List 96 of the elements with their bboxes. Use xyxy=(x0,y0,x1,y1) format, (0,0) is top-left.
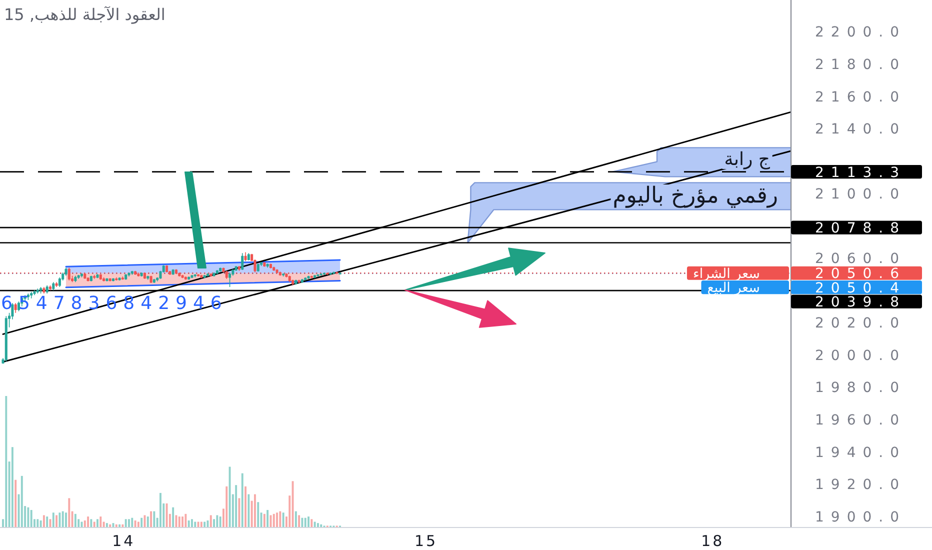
candlestick xyxy=(174,268,178,274)
line-label: سعر البيع xyxy=(701,280,789,296)
candlestick xyxy=(48,285,52,291)
candlestick xyxy=(310,275,313,279)
candlestick xyxy=(285,272,288,278)
candlestick xyxy=(206,272,209,277)
candlestick xyxy=(172,268,174,276)
candlestick xyxy=(96,274,99,279)
candlestick xyxy=(93,274,96,280)
x-tick-label: 18 xyxy=(701,532,724,550)
y-tick-label: 1980.0 xyxy=(815,380,906,396)
candlestick xyxy=(212,272,216,277)
y-tick-label: 2020.0 xyxy=(815,316,906,332)
candlestick xyxy=(219,267,222,272)
candlestick xyxy=(316,274,320,277)
y-tick-label: 2100.0 xyxy=(815,186,906,202)
candlestick xyxy=(64,267,68,276)
candlestick xyxy=(36,288,39,294)
candlestick xyxy=(298,279,300,284)
candlestick xyxy=(288,275,291,283)
candlestick xyxy=(241,252,244,270)
candlestick xyxy=(115,276,118,281)
candlestick xyxy=(42,286,46,294)
candlestick xyxy=(40,286,42,294)
y-tick-label: 2140.0 xyxy=(815,122,906,138)
price-tag: 2078.8 xyxy=(791,220,922,237)
y-tick-label: 1940.0 xyxy=(815,444,906,461)
candlestick xyxy=(106,278,108,282)
candlestick xyxy=(244,252,247,262)
candlestick xyxy=(128,272,130,277)
candlestick xyxy=(322,272,326,276)
candlestick xyxy=(166,264,168,273)
y-tick-label: 2000.0 xyxy=(815,348,906,364)
y-tick-label: 1960.0 xyxy=(815,412,906,429)
candlestick xyxy=(228,272,232,288)
ref-line-label: 2050.6 xyxy=(815,266,906,282)
candlestick xyxy=(150,275,152,284)
annotation: سعر البيع xyxy=(707,280,760,296)
candlestick xyxy=(269,263,272,269)
candlestick xyxy=(307,275,310,280)
y-tick-label: 2180.0 xyxy=(815,56,906,73)
x-tick-label: 14 xyxy=(112,532,136,550)
candlestick xyxy=(108,278,112,282)
callout-text: رقمي مؤرخ باليوم xyxy=(610,184,780,208)
candlestick xyxy=(294,279,298,285)
candlestick xyxy=(80,272,83,278)
y-tick-label: 1900.0 xyxy=(815,509,906,526)
price-tag: 2050.4 xyxy=(791,280,922,296)
y-tick-label: 2060.0 xyxy=(815,250,906,267)
y-tick-label: 1920.0 xyxy=(815,477,906,494)
candlestick xyxy=(146,275,150,280)
candlestick xyxy=(86,276,90,282)
ref-line-label: 2050.4 xyxy=(815,280,906,296)
candlestick xyxy=(329,272,332,276)
candlestick xyxy=(184,276,187,280)
candlestick xyxy=(112,278,114,282)
candlestick xyxy=(130,270,134,276)
candlestick xyxy=(234,266,238,272)
candlestick xyxy=(263,262,266,268)
candlestick xyxy=(74,275,77,283)
ref-line-label: 2113.3 xyxy=(815,164,906,181)
callout-text: ج رابة xyxy=(722,149,772,170)
candlestick xyxy=(58,276,61,288)
candlestick xyxy=(55,282,58,288)
candlestick xyxy=(292,279,294,286)
ref-line-label: 2039.8 xyxy=(815,294,906,311)
candlestick xyxy=(282,272,285,277)
x-tick-label: 15 xyxy=(414,532,438,550)
candlestick xyxy=(304,276,307,281)
ref-line-label: 2078.8 xyxy=(815,220,906,237)
price-tag: 2050.6 xyxy=(791,266,922,282)
candlestick xyxy=(210,272,212,277)
candlestick xyxy=(266,263,269,268)
candlestick xyxy=(140,272,143,277)
candlestick xyxy=(197,274,200,277)
candlestick xyxy=(52,282,55,291)
price-tag: 2113.3 xyxy=(791,164,922,181)
candlestick xyxy=(194,274,196,278)
candlestick xyxy=(90,275,92,282)
candlestick xyxy=(272,266,276,272)
candlestick xyxy=(118,276,121,281)
chart-title: العقود الآجلة للذهب, 15 xyxy=(4,5,166,24)
candlestick xyxy=(46,285,48,294)
candlestick xyxy=(278,271,282,276)
candlestick xyxy=(102,276,106,282)
candlestick xyxy=(320,272,322,276)
candlestick xyxy=(77,274,80,280)
y-tick-label: 2160.0 xyxy=(815,89,906,106)
candlestick xyxy=(336,271,338,274)
candlestick xyxy=(332,271,335,274)
candlestick xyxy=(188,276,190,280)
candlestick xyxy=(256,263,260,272)
y-tick-label: 2200.0 xyxy=(815,24,906,41)
price-tag: 2039.8 xyxy=(791,294,922,311)
candlestick xyxy=(124,274,128,280)
candlestick xyxy=(121,276,124,280)
